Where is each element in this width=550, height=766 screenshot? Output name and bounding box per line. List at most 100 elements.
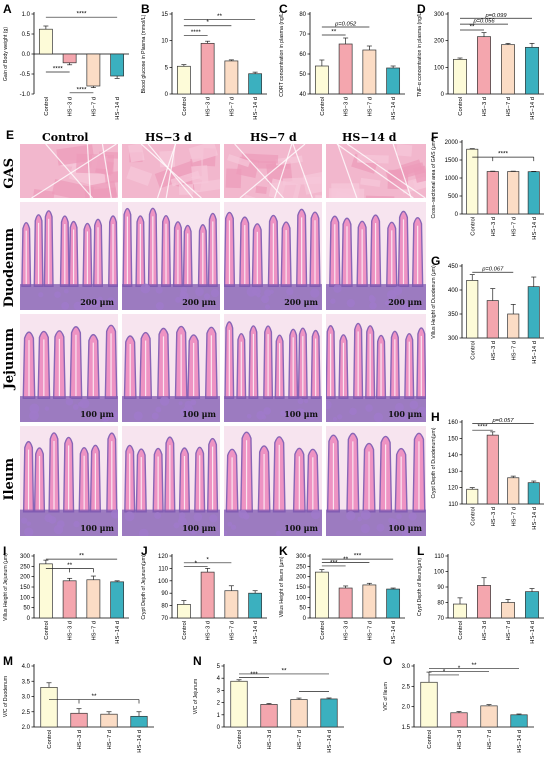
- chart-n-xtick-label: HS−7 d: [297, 730, 303, 750]
- chart-c-xtick-label: HS−3 d: [344, 97, 350, 117]
- chart-o-bar: [451, 713, 468, 727]
- chart-n-ytick-label: 0: [217, 725, 221, 731]
- muscle-fiber: [396, 144, 412, 157]
- chart-o-ytick-label: 2.5: [402, 684, 411, 690]
- chart-a-ytick-label: 0.5: [22, 32, 31, 38]
- panel-label-i: I: [3, 544, 6, 558]
- chart-b-bar: [177, 66, 190, 94]
- chart-a-ytick-label: -0.5: [20, 72, 31, 78]
- crypt-gland: [265, 304, 270, 309]
- chart-n-sig-label: ***: [250, 671, 258, 678]
- crypt-gland: [396, 514, 402, 520]
- scale-bar-jejunum-hs3: 100 μm: [182, 409, 216, 419]
- scale-bar-duodenum-hs14: 200 μm: [388, 297, 422, 307]
- chart-j-sig-label: *: [206, 556, 209, 563]
- scale-bar-duodenum-control: 200 μm: [80, 297, 114, 307]
- chart-l-ylabel: Crypt Depth of Ileum(μm): [417, 558, 423, 617]
- scale-bar-ileum-control: 100 μm: [80, 523, 114, 533]
- chart-a-bar: [39, 29, 52, 54]
- chart-c-ytick-label: 40: [299, 92, 306, 98]
- chart-b-ytick-label: 10: [161, 39, 168, 45]
- crypt-gland: [256, 293, 260, 297]
- chart-g-bar: [508, 314, 519, 338]
- chart-i-sig-label: **: [67, 562, 73, 569]
- chart-m-xtick-label: HS−7 d: [107, 730, 113, 750]
- chart-m-sig-label: **: [91, 693, 97, 700]
- chart-g-xtick-label: Control: [470, 341, 476, 360]
- crypt-gland: [369, 295, 374, 300]
- chart-k-xtick-label: HS−3 d: [344, 621, 350, 641]
- histology-duodenum-control: 200 μm: [20, 202, 118, 310]
- chart-c-bar: [387, 68, 400, 94]
- histology-grid: E Control HS−3 d HS−7 d HS−14 d GAS Duod…: [0, 128, 428, 540]
- chart-n-xtick-label: HS−3 d: [267, 730, 273, 750]
- crypt-gland: [365, 404, 373, 412]
- chart-j-ytick-label: 70: [161, 616, 168, 622]
- histology-ileum-hs14: 100 μm: [326, 426, 426, 536]
- crypt-gland: [211, 289, 219, 297]
- chart-b-sig-label: ****: [191, 29, 202, 36]
- crypt-gland: [140, 284, 150, 294]
- crypt-gland: [125, 511, 135, 521]
- chart-f-ytick-label: 1000: [445, 176, 459, 182]
- crypt-gland: [374, 413, 383, 422]
- chart-m-xtick-label: HS−14 d: [137, 730, 143, 753]
- chart-g-xtick-label: HS−7 d: [511, 341, 517, 361]
- chart-g-ytick-label: 350: [448, 312, 459, 318]
- row-label-jejunum: Jejunum: [2, 328, 17, 389]
- chart-d-svg: TNF-α concentration in plasma (ng/L)0100…: [414, 0, 550, 128]
- chart-n-bar: [261, 704, 278, 727]
- chart-c-ytick-label: 70: [299, 32, 306, 38]
- chart-c-ytick-label: 80: [299, 12, 306, 18]
- chart-l-bar: [525, 592, 538, 618]
- chart-k-sig-label: **: [343, 556, 349, 563]
- histology-gas-hs3: [122, 144, 220, 198]
- crypt-gland: [247, 414, 252, 419]
- crypt-gland: [330, 299, 335, 304]
- panel-label-l: L: [417, 544, 424, 558]
- chart-d-xtick-label: HS−3 d: [482, 97, 488, 117]
- histology-ileum-control: 100 μm: [20, 426, 118, 536]
- chart-j-ytick-label: 120: [158, 554, 169, 560]
- chart-m-ytick-label: 2.0: [22, 725, 31, 731]
- chart-n-xtick-label: Control: [237, 730, 243, 749]
- chart-l-ytick-label: 70: [437, 616, 444, 622]
- chart-h-sig-label: p=0.057: [491, 418, 514, 424]
- chart-c-xtick-label: HS−14 d: [391, 97, 397, 120]
- chart-o-bar: [421, 682, 438, 727]
- chart-h-ytick-label: 150: [448, 436, 459, 442]
- chart-j-xtick-label: HS−7 d: [229, 621, 235, 641]
- histology-jejunum-control: 100 μm: [20, 314, 118, 422]
- chart-a-xtick-label: HS−14 d: [115, 97, 121, 120]
- chart-f-sig-label: ****: [498, 151, 509, 158]
- chart-h-xtick-label: Control: [470, 507, 476, 526]
- crypt-gland: [376, 524, 384, 532]
- chart-k-ytick-label: 250: [296, 564, 307, 570]
- crypt-gland: [64, 289, 69, 294]
- chart-h-bar: [528, 483, 539, 504]
- chart-o-ytick-label: 3.0: [402, 664, 411, 670]
- chart-d-bar: [525, 47, 538, 94]
- histology-ileum-hs3: 100 μm: [122, 426, 220, 536]
- chart-o-xtick-label: Control: [427, 730, 433, 749]
- chart-c-bar: [315, 66, 328, 94]
- panel-label-d: D: [417, 2, 426, 16]
- chart-g-svg: Villus Height of Duodenum (μm)3003504004…: [428, 252, 550, 372]
- chart-o-ytick-label: 2.0: [402, 705, 411, 711]
- chart-i-ytick-label: 50: [23, 606, 30, 612]
- histology-duodenum-hs7: 200 μm: [224, 202, 322, 310]
- chart-k-ylabel: Villus Height of Ileum (μm): [279, 556, 285, 617]
- chart-k-xtick-label: Control: [320, 621, 326, 640]
- crypt-gland: [337, 414, 342, 419]
- chart-l-ytick-label: 80: [437, 601, 444, 607]
- chart-h-bar: [467, 489, 478, 504]
- chart-c-ytick-label: 60: [299, 52, 306, 58]
- chart-j-bar: [249, 593, 262, 618]
- crypt-gland: [347, 299, 355, 307]
- chart-d-xtick-label: HS−7 d: [506, 97, 512, 117]
